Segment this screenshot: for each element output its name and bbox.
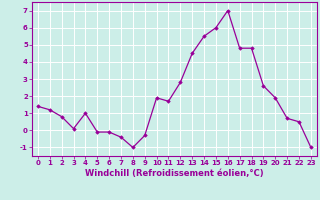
X-axis label: Windchill (Refroidissement éolien,°C): Windchill (Refroidissement éolien,°C) [85,169,264,178]
